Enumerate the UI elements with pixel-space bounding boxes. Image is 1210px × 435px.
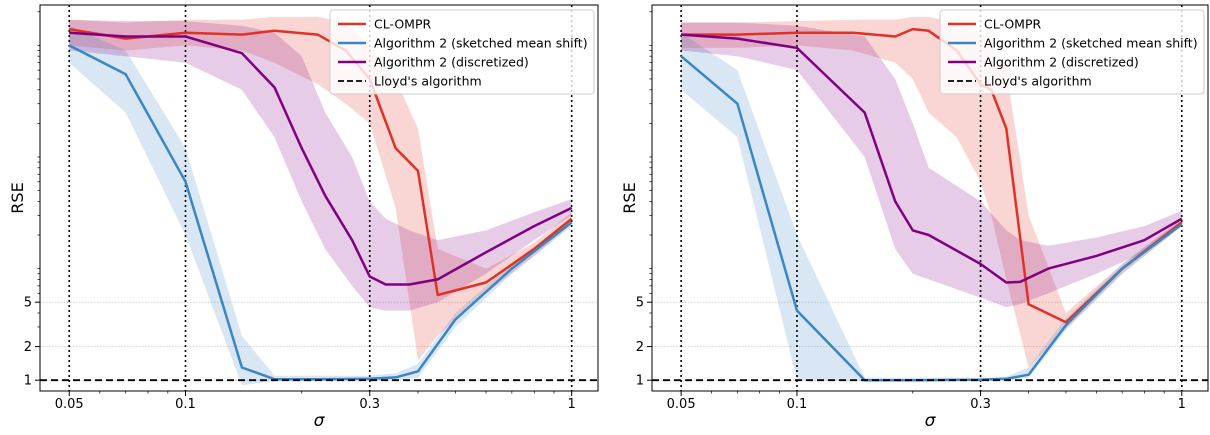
panel-1-legend: CL-OMPR Algorithm 2 (sketched mean shift)…: [329, 9, 595, 95]
panel-2-legend-label: Lloyd's algorithm: [984, 74, 1092, 89]
panel-2-band-cl-ompr: [681, 16, 1182, 368]
panel-1-line-algorithm-2-discretized-: [69, 31, 573, 286]
panel-2: 0.05 0.1 0.3 1 1 2 5 σ RSE CL-OMPR Algorithm 2 (sk…: [620, 4, 1209, 431]
panel-1-y-tick-label: 1: [24, 374, 32, 389]
panel-2-x-tick-label: 0.05: [667, 397, 696, 412]
panel-2-legend-label: Algorithm 2 (sketched mean shift): [984, 36, 1198, 51]
panel-2-legend-label: Algorithm 2 (discretized): [984, 55, 1139, 70]
panel-2-y-tick-label: 2: [636, 340, 644, 355]
panel-1-legend-box: [329, 9, 595, 95]
panel-2-legend-label: CL-OMPR: [984, 17, 1041, 32]
panel-2-legend: CL-OMPR Algorithm 2 (sketched mean shift)…: [939, 9, 1205, 95]
panel-1-legend-label: Lloyd's algorithm: [374, 74, 482, 89]
panel-2-y-axis-label: RSE: [620, 182, 639, 213]
panel-1-legend-label: CL-OMPR: [374, 17, 431, 32]
panel-2-y-tick-label: 1: [636, 374, 644, 389]
panel-2-x-tick-label: 0.1: [787, 397, 808, 412]
panel-1-legend-label: Algorithm 2 (sketched mean shift): [374, 36, 588, 51]
panel-1-y-tick-label: 2: [24, 340, 32, 355]
panel-1: 0.05 0.1 0.3 1 1 2 5 σ RSE CL-OMPR Algorithm 2 (sk…: [8, 4, 599, 431]
panel-2-line-algorithm-2-discretized-: [681, 33, 1183, 284]
panel-2-x-tick-label: 1: [1178, 397, 1186, 412]
panel-1-y-axis-label: RSE: [8, 182, 27, 213]
panel-2-band-algorithm-2-discretized-: [681, 22, 1182, 308]
panel-2-y-tick-label: 5: [636, 296, 644, 311]
panel-2-x-tick-label: 0.3: [970, 397, 991, 412]
panel-1-x-tick-label: 1: [568, 397, 576, 412]
panel-1-legend-label: Algorithm 2 (discretized): [374, 55, 529, 70]
panel-2-band-algorithm-2-sketched-mean-shift-: [681, 32, 1182, 382]
panel-1-band-algorithm-2-sketched-mean-shift-: [69, 25, 572, 386]
panel-2-x-axis-label: σ: [925, 411, 937, 431]
panel-1-x-axis-label: σ: [314, 411, 326, 431]
panel-2-line-algorithm-2-sketched-mean-shift-: [680, 55, 1183, 382]
panel-1-x-tick-label: 0.05: [55, 397, 84, 412]
panel-2-legend-box: [939, 9, 1205, 95]
panel-2-plot-area: [652, 5, 1208, 391]
panel-1-band-algorithm-2-discretized-: [69, 19, 572, 311]
panel-1-line-algorithm-2-sketched-mean-shift-: [68, 44, 573, 381]
panel-1-plot-area: [40, 5, 598, 391]
panel-1-x-tick-label: 0.1: [175, 397, 196, 412]
panel-1-y-tick-label: 5: [24, 296, 32, 311]
panel-1-axes-frame: [39, 4, 599, 392]
panel-1-x-tick-label: 0.3: [359, 397, 380, 412]
panel-2-axes-frame: [651, 4, 1209, 392]
